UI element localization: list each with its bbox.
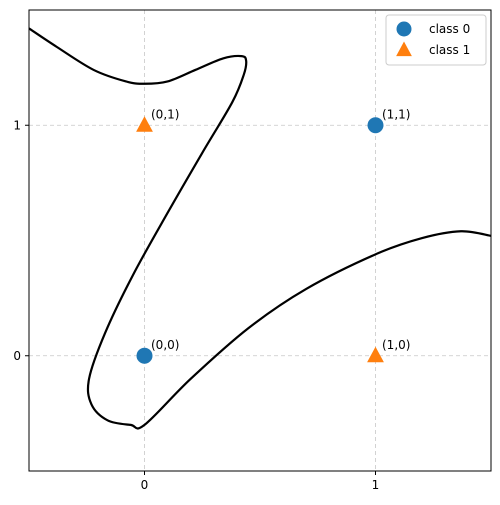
point-label: (0,1) <box>151 107 179 121</box>
legend: class 0 class 1 <box>385 14 487 66</box>
class-1-point <box>367 346 384 363</box>
x-tick-label: 1 <box>372 478 380 492</box>
point-labels: (0,0) (1,1) (0,1) (1,0) <box>151 107 410 352</box>
decision-boundary-curve <box>29 27 491 430</box>
plot-frame <box>28 9 492 472</box>
y-tick-label: 1 <box>13 118 21 132</box>
decision-boundary <box>29 27 491 430</box>
data-points <box>136 116 384 364</box>
legend-triangle-icon <box>396 41 412 57</box>
x-tick-label: 0 <box>141 478 149 492</box>
legend-label: class 0 <box>429 22 470 36</box>
grid-lines <box>29 10 491 471</box>
class-0-point <box>367 117 384 134</box>
class-0-point <box>136 347 153 364</box>
point-label: (1,0) <box>382 338 410 352</box>
y-tick-label: 0 <box>13 349 21 363</box>
legend-circle-icon <box>396 21 412 37</box>
legend-label: class 1 <box>429 43 470 57</box>
point-label: (1,1) <box>382 107 410 121</box>
class-1-point <box>136 116 153 132</box>
point-label: (0,0) <box>151 338 179 352</box>
axis-ticks: 0 1 0 1 <box>13 118 379 492</box>
